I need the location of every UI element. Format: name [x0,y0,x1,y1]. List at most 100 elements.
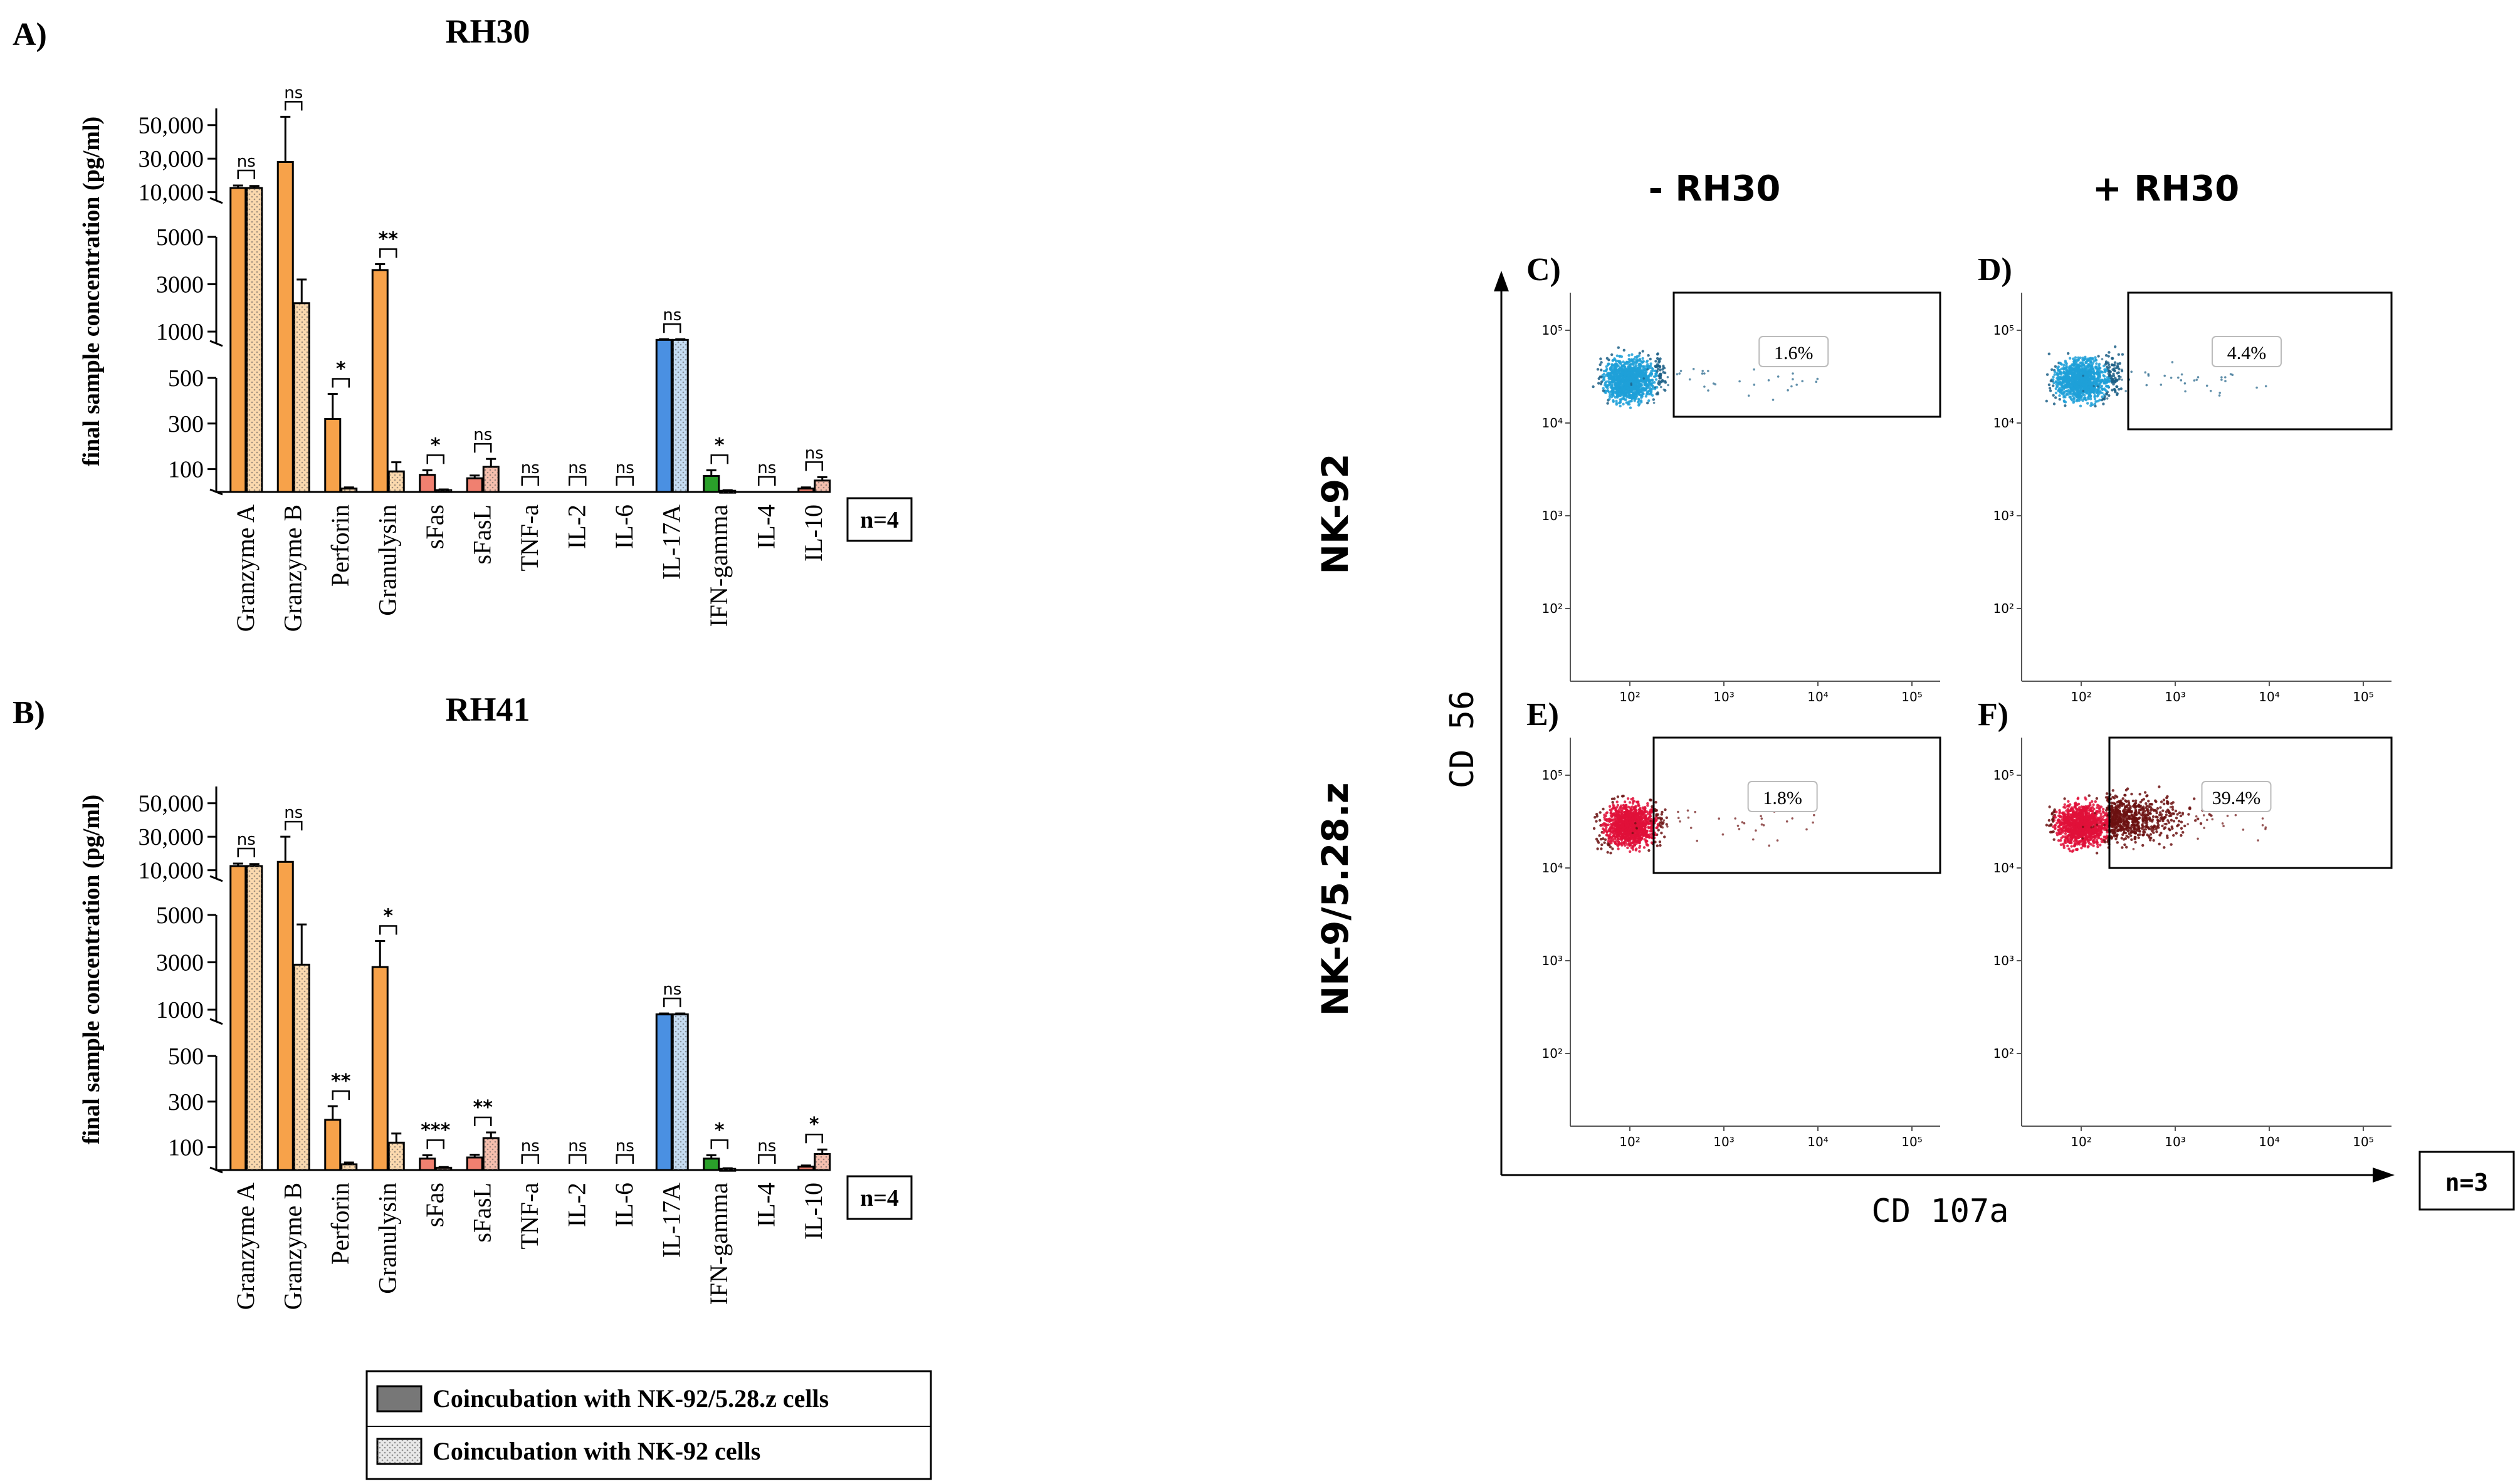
bar-dot-pattern [483,1138,499,1170]
row-label: NK-92 [1314,453,1357,574]
gate-rectangle [2127,291,2393,431]
plot-y-tick-label: 10⁴ [1993,860,2014,875]
legend-label: Coincubation with NK-92 cells [433,1437,760,1465]
event-dots [1592,346,1819,409]
x-tick-label: IL-17A [657,504,685,580]
significance-label: *** [421,1119,450,1141]
gate-percent: 4.4% [2227,343,2267,363]
plot-x-tick-label: 10² [1619,689,1640,704]
x-tick-label: IL-4 [752,504,780,549]
x-tick-label: TNF-a [515,504,543,572]
x-tick-label: sFas [421,1183,449,1227]
panel-label: F) [1978,697,2008,733]
gate-percent-box [1758,336,1829,367]
n-box [846,497,913,542]
legend-label: Coincubation with NK-92/5.28.z cells [433,1384,829,1413]
plot-x-tick-label: 10³ [2165,689,2185,704]
bar-dot-pattern [720,1169,735,1171]
bar-nk92-528z [324,1119,342,1171]
bar-nk92-528z [229,865,247,1171]
significance-bracket [285,820,303,831]
flow-x-arrow [2373,1168,2395,1183]
bar-nk92-528z [655,338,673,493]
x-tick-label: IL-6 [610,504,638,549]
n-box [2418,1151,2515,1211]
row-label: NK-9/5.28.z [1314,783,1357,1016]
event-dots [2045,785,2269,855]
n-label: n=3 [2445,1169,2489,1196]
n-label: n=4 [860,507,899,533]
plot-x-tick-label: 10⁴ [2259,689,2279,704]
bar-chart-a: A) RH30 final sample concentration (pg/ml)… [13,13,913,632]
plot-x-tick-label: 10² [2071,689,2091,704]
significance-bracket [710,1139,728,1149]
significance-label: ns [616,459,634,478]
bar-dot-pattern [246,187,262,492]
significance-label: ** [331,1070,351,1092]
significance-bracket [426,1139,444,1149]
y-tick-label: 30,000 [139,146,204,172]
plot-x-tick-label: 10⁵ [1901,689,1922,704]
x-tick-label: Granzyme A [231,504,260,632]
x-tick-label: IL-4 [752,1183,780,1227]
bar-dot-pattern [389,1142,404,1170]
significance-label: * [383,906,393,927]
bar-dot-pattern [294,964,310,1170]
significance-label: ns [757,459,776,478]
bar-dot-pattern [246,865,262,1170]
significance-bracket [710,454,728,464]
bar-dot-pattern [483,466,499,492]
significance-label: ns [568,459,587,478]
event-dots [1592,795,1815,855]
significance-bracket [569,1154,587,1164]
plot-y-tick-label: 10³ [1542,953,1563,968]
bar-nk92-528z [371,269,389,493]
gate-percent-box [1747,781,1818,812]
significance-label: * [336,358,346,380]
significance-bracket [521,1154,539,1164]
axis-break-mark [209,1018,223,1025]
significance-label: ns [237,830,256,849]
significance-bracket [474,442,492,453]
gate-percent: 1.6% [1774,343,1814,363]
chart-title: RH41 [446,691,530,728]
y-axis-label: final sample concentration (pg/ml) [78,795,105,1144]
significance-label: ns [757,1137,776,1156]
plot-y-tick-label: 10⁵ [1542,323,1563,338]
significance-bracket [332,1090,350,1100]
flow-x-label: CD 107a [1871,1193,2008,1230]
x-tick-label: Granzyme B [278,504,307,632]
y-tick-label: 100 [168,1135,204,1161]
plot-x-tick-label: 10⁴ [2259,1134,2279,1149]
y-tick-label: 50,000 [139,791,204,817]
y-axis-label: final sample concentration (pg/ml) [78,117,105,466]
significance-bracket [379,925,397,935]
bar-dot-pattern [436,1168,451,1170]
plot-y-tick-label: 10⁴ [1542,860,1563,875]
bar-nk92-528z [419,474,436,493]
x-tick-label: IL-2 [562,1183,591,1227]
significance-label: ns [473,426,492,444]
plot-y-tick-label: 10⁴ [1542,415,1563,431]
y-tick-label: 500 [168,1043,204,1070]
y-tick-label: 5000 [156,224,204,251]
event-dots [2045,345,2267,408]
bar-dot-pattern [673,1014,688,1170]
significance-bracket [805,461,823,471]
significance-label: ns [663,306,681,325]
n-box [846,1175,913,1220]
y-tick-label: 5000 [156,902,204,929]
significance-bracket [663,323,681,333]
bar-nk92-528z [371,966,389,1171]
panel-label: D) [1978,252,2012,288]
x-tick-label: Perforin [326,1183,354,1265]
significance-label: ** [473,1097,493,1119]
y-tick-label: 10,000 [139,180,204,206]
significance-bracket [758,1154,776,1164]
y-tick-label: 100 [168,457,204,483]
x-tick-label: sFas [421,504,449,549]
plot-y-tick-label: 10² [1542,1046,1563,1061]
legend-swatch-pattern [377,1439,421,1464]
legend-swatch-solid [376,1385,423,1413]
